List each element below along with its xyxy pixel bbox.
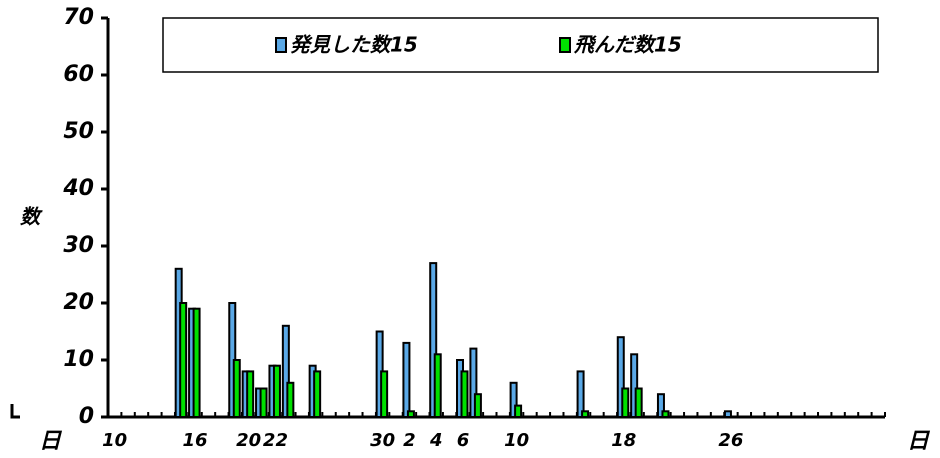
x-tick-label: 6 <box>457 430 470 451</box>
x-tick-label: 4 <box>429 430 443 451</box>
bar <box>634 387 643 418</box>
bar <box>473 393 482 419</box>
y-tick-label: 70 <box>63 5 94 30</box>
bar <box>433 353 442 418</box>
bar <box>661 410 670 418</box>
bar <box>621 387 630 418</box>
y-axis-label: 数 <box>20 205 43 229</box>
bar <box>179 302 188 418</box>
legend-label: 発見した数15 <box>290 33 418 57</box>
legend-box <box>162 17 879 73</box>
legend-swatch <box>275 37 287 53</box>
x-tick-label: 30 <box>370 430 395 451</box>
bar <box>514 404 523 419</box>
y-tick-label: 60 <box>63 62 94 87</box>
y-tick-label: 40 <box>62 176 94 201</box>
legend-swatch <box>559 37 571 53</box>
bar <box>616 336 625 419</box>
x-tick-label: 22 <box>263 430 288 451</box>
x-axis-label: 日 <box>907 429 931 454</box>
bar <box>469 347 478 419</box>
bar <box>630 353 639 418</box>
corner-mark <box>10 404 20 419</box>
bar <box>429 262 438 418</box>
y-tick-label: 20 <box>63 290 94 315</box>
bar <box>406 410 415 418</box>
bar <box>272 364 281 419</box>
y-tick-label: 10 <box>63 347 94 372</box>
x-tick-label: 20 <box>236 430 261 451</box>
bar <box>723 410 732 418</box>
bar <box>281 324 290 418</box>
x-tick-label: 10 <box>504 430 529 451</box>
bar <box>402 341 411 418</box>
bar <box>576 370 585 418</box>
x-tick-label: 16 <box>183 430 208 451</box>
bar <box>460 370 469 418</box>
bar <box>246 370 255 418</box>
y-tick-label: 0 <box>79 404 94 429</box>
bar <box>728 416 737 419</box>
x-tick-label: 2 <box>403 430 416 451</box>
bar <box>313 370 322 418</box>
bar <box>232 359 241 418</box>
x-axis-label: 日 <box>39 429 63 454</box>
bar <box>259 387 268 418</box>
y-tick-label: 30 <box>63 233 94 258</box>
legend-label: 飛んだ数15 <box>573 33 682 57</box>
bar <box>192 307 201 419</box>
bar <box>509 381 518 418</box>
bar <box>286 381 295 418</box>
y-tick-label: 50 <box>63 119 94 144</box>
bar <box>380 370 389 418</box>
x-tick-label: 10 <box>102 430 127 451</box>
x-tick-label: 26 <box>718 430 743 451</box>
bar <box>656 393 665 419</box>
x-tick-label: 18 <box>611 430 636 451</box>
bar <box>581 410 590 418</box>
